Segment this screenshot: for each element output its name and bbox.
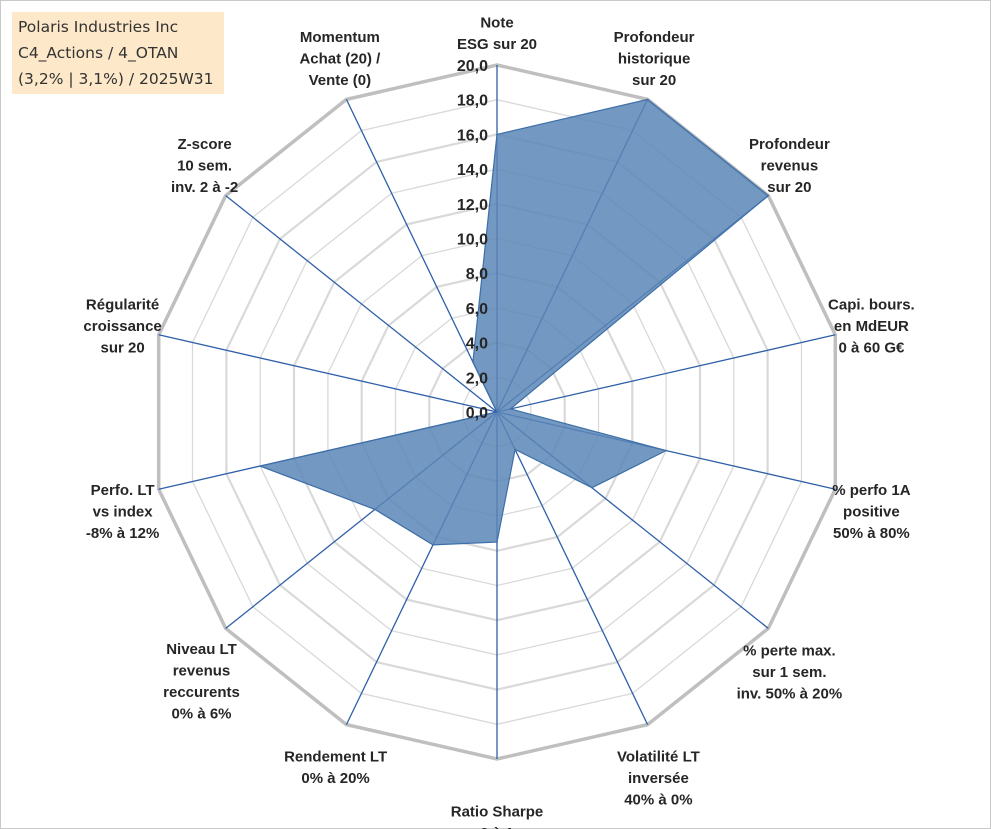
- axis-spoke: [496, 411, 649, 725]
- radar-tick-labels: 0,0 2,0 4,0 6,0 8,0 10,0 12,0 14,0 16,0 18,0 20,0: [457, 58, 488, 422]
- axis-label: Rendement LT 0% à 20%: [284, 749, 387, 788]
- series-point: [591, 486, 593, 489]
- series-point: [665, 449, 667, 452]
- axis-label: Profondeur revenus sur 20: [749, 136, 830, 196]
- tick-label: 18,0: [457, 93, 488, 110]
- axis-spoke: [158, 334, 498, 413]
- axis-label: Niveau LT revenus reccurents 0% à 6%: [163, 641, 240, 723]
- axis-label: Ratio Sharpe0 à 1: [451, 804, 544, 829]
- radar-axis-labels: Note ESG sur 20 Profondeur historique sur 20…: [83, 15, 914, 829]
- series-point: [514, 448, 516, 451]
- company-name: Polaris Industries Inc: [18, 18, 179, 36]
- axis-label: Z-score 10 sem. inv. 2 à -2: [171, 136, 238, 196]
- axis-spoke: [225, 195, 498, 413]
- axis-label: Note ESG sur 20: [457, 15, 537, 54]
- series-point: [259, 465, 262, 467]
- series-point: [496, 411, 498, 413]
- tick-label: 14,0: [457, 162, 488, 179]
- axis-label: % perfo 1A positive 50% à 80%: [832, 482, 911, 542]
- tick-label: 4,0: [466, 336, 488, 353]
- axis-label: Capi. bours. en MdEUR 0 à 60 G€: [828, 297, 915, 357]
- series-point: [496, 541, 498, 543]
- series-point: [496, 133, 498, 136]
- category-label: C4_Actions / 4_OTAN: [18, 44, 179, 62]
- axis-label: Momentum Achat (20) / Vente (0): [299, 29, 381, 89]
- axis-label: Volatilité LT inversée 40% à 0%: [617, 749, 700, 809]
- series-point: [432, 544, 434, 546]
- tick-label: 6,0: [466, 301, 488, 318]
- axis-spoke: [345, 99, 498, 413]
- series-point: [374, 508, 376, 511]
- axis-label: % perte max. sur 1 sem. inv. 50% à 20%: [737, 643, 843, 703]
- period-label: (3,2% | 3,1%) / 2025W31: [18, 70, 214, 88]
- tick-label: 10,0: [457, 232, 488, 249]
- series-point: [509, 408, 512, 410]
- series-area: [258, 98, 770, 546]
- tick-label: 2,0: [466, 370, 488, 387]
- chart-header-box: Polaris Industries Inc C4_Actions / 4_OT…: [12, 12, 224, 94]
- tick-label: 16,0: [457, 127, 488, 144]
- series-point: [472, 361, 474, 363]
- series-point: [646, 98, 649, 101]
- tick-label: 0,0: [466, 405, 488, 422]
- tick-label: 8,0: [466, 266, 488, 283]
- axis-spoke: [496, 334, 836, 413]
- radar-series: [258, 98, 770, 546]
- axis-label: Perfo. LT vs index -8% à 12%: [86, 482, 159, 542]
- tick-label: 20,0: [457, 58, 488, 75]
- tick-label: 12,0: [457, 197, 488, 214]
- axis-label: Régularité croissance sur 20: [83, 297, 161, 357]
- axis-label: Profondeur historique sur 20: [614, 29, 695, 89]
- series-point: [767, 194, 770, 197]
